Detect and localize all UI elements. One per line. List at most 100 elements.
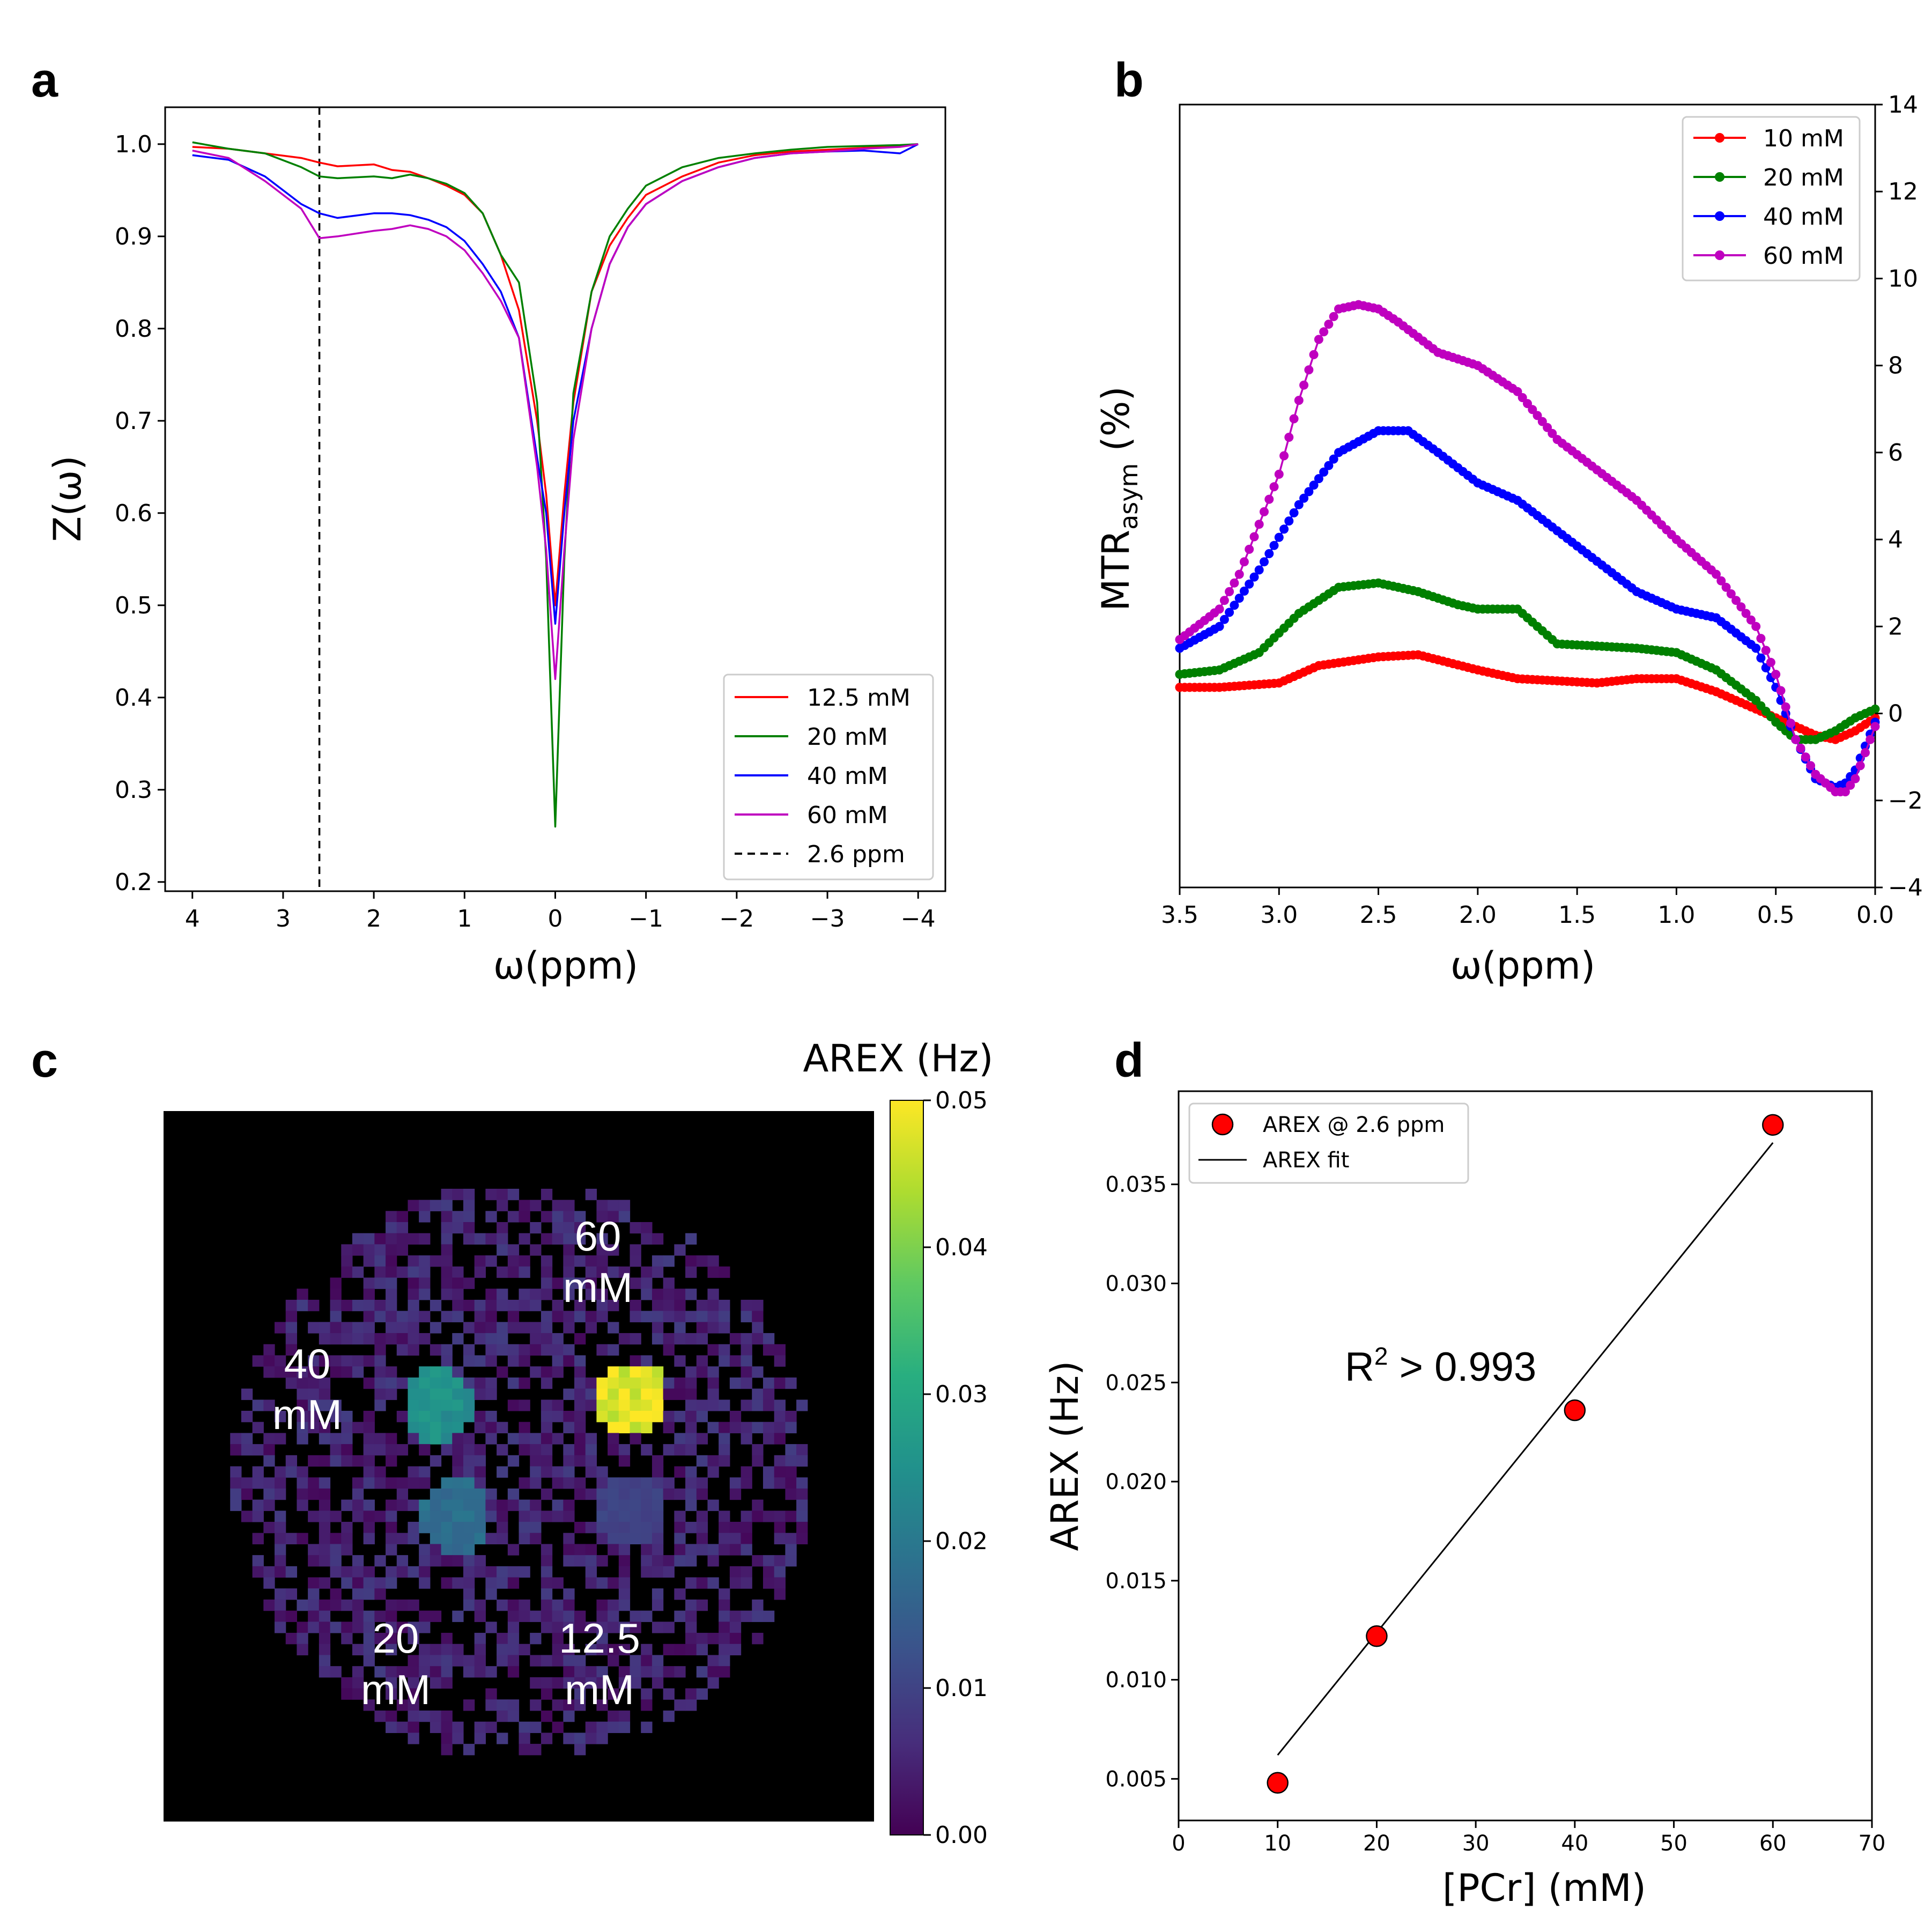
arex-map-pixel bbox=[596, 1677, 608, 1689]
arex-map-pixel bbox=[752, 1366, 764, 1378]
arex-map-pixel bbox=[507, 1433, 520, 1445]
arex-map-pixel bbox=[408, 1522, 419, 1534]
arex-map-pixel bbox=[330, 1511, 342, 1522]
panel-b-series-marker bbox=[1850, 774, 1860, 783]
arex-map-pixel bbox=[419, 1644, 431, 1656]
arex-map-pixel bbox=[408, 1655, 419, 1667]
arex-map-pixel bbox=[719, 1322, 730, 1334]
arex-map-pixel bbox=[641, 1311, 653, 1322]
arex-map-pixel bbox=[641, 1488, 653, 1500]
arex-map-pixel bbox=[463, 1233, 475, 1245]
arex-map-pixel bbox=[441, 1733, 453, 1744]
arex-map-pixel bbox=[707, 1366, 719, 1378]
arex-map-pixel bbox=[652, 1455, 664, 1467]
arex-map-pixel bbox=[541, 1422, 553, 1433]
arex-map-pixel bbox=[507, 1710, 520, 1722]
arex-map-pixel bbox=[485, 1488, 497, 1500]
arex-map-pixel bbox=[252, 1400, 264, 1411]
arex-map-pixel bbox=[685, 1555, 697, 1567]
arex-map-pixel bbox=[263, 1444, 275, 1456]
arex-map-pixel bbox=[574, 1610, 586, 1622]
arex-map-pixel bbox=[541, 1566, 553, 1578]
arex-map-pixel bbox=[408, 1200, 419, 1211]
arex-map-pixel bbox=[641, 1477, 653, 1489]
legend-a-label-60: 60 mM bbox=[807, 802, 888, 829]
arex-map-pixel bbox=[674, 1644, 686, 1656]
arex-map-pixel bbox=[352, 1488, 364, 1500]
arex-map-pixel bbox=[497, 1599, 508, 1611]
arex-map-pixel bbox=[507, 1344, 520, 1356]
arex-map-pixel bbox=[574, 1544, 586, 1556]
arex-map-pixel bbox=[608, 1400, 619, 1411]
arex-map-pixel bbox=[774, 1555, 786, 1567]
arex-map-pixel bbox=[430, 1522, 442, 1534]
arex-map-pixel bbox=[363, 1577, 375, 1589]
arex-map-pixel bbox=[485, 1588, 497, 1600]
arex-map-pixel bbox=[363, 1433, 375, 1445]
arex-map-pixel bbox=[552, 1277, 564, 1289]
arex-map-pixel bbox=[419, 1200, 431, 1211]
panel-b-series-marker bbox=[1279, 524, 1289, 534]
arex-map-pixel bbox=[352, 1366, 364, 1378]
arex-map-pixel bbox=[430, 1344, 442, 1356]
arex-map-pixel bbox=[563, 1322, 575, 1334]
arex-map-pixel bbox=[741, 1522, 752, 1534]
arex-map-pixel bbox=[319, 1544, 331, 1556]
arex-map-pixel bbox=[696, 1322, 708, 1334]
arex-map-pixel bbox=[419, 1466, 431, 1478]
roi-label-40-value: 40 bbox=[284, 1340, 331, 1387]
arex-map-pixel bbox=[430, 1455, 442, 1467]
arex-map-pixel bbox=[563, 1511, 575, 1522]
arex-map-pixel bbox=[574, 1422, 586, 1433]
arex-map-pixel bbox=[408, 1688, 419, 1700]
arex-map-pixel bbox=[574, 1688, 586, 1700]
arex-map-pixel bbox=[674, 1289, 686, 1300]
arex-map-pixel bbox=[752, 1610, 764, 1622]
arex-map-pixel bbox=[741, 1333, 752, 1345]
panel-d-arex-fit: 0 10 20 30 40 50 60 70 0.005 0.010 0.015 0.020 0.025… bbox=[1043, 1090, 1885, 1910]
arex-map-pixel bbox=[774, 1433, 786, 1445]
arex-map-pixel bbox=[541, 1488, 553, 1500]
arex-map-pixel bbox=[774, 1577, 786, 1589]
arex-map-pixel bbox=[297, 1377, 308, 1389]
legend-a-label-12-5: 12.5 mM bbox=[807, 684, 911, 712]
arex-map-pixel bbox=[608, 1211, 619, 1223]
arex-map-pixel bbox=[452, 1333, 464, 1345]
arex-map-pixel bbox=[774, 1400, 786, 1411]
legend-b-swatch-20 bbox=[1715, 172, 1724, 182]
arex-map-pixel bbox=[386, 1666, 397, 1678]
arex-map-pixel bbox=[485, 1355, 497, 1367]
arex-map-pixel bbox=[641, 1688, 653, 1700]
arex-map-pixel bbox=[541, 1655, 553, 1667]
arex-map-pixel bbox=[452, 1477, 464, 1489]
arex-map-pixel bbox=[530, 1522, 542, 1534]
arex-map-pixel bbox=[308, 1588, 320, 1600]
arex-map-pixel bbox=[663, 1410, 675, 1423]
panel-b-series-marker bbox=[1269, 482, 1279, 492]
arex-map-pixel bbox=[352, 1455, 364, 1467]
arex-map-pixel bbox=[363, 1277, 375, 1289]
arex-map-pixel bbox=[386, 1244, 397, 1256]
arex-map-pixel bbox=[674, 1377, 686, 1389]
arex-map-pixel bbox=[396, 1444, 409, 1456]
panel-b-xtick-label: 0.5 bbox=[1757, 901, 1795, 929]
arex-map-pixel bbox=[308, 1455, 320, 1467]
arex-map-pixel bbox=[741, 1433, 752, 1445]
panel-b-series-marker bbox=[1309, 480, 1319, 490]
arex-map-pixel bbox=[618, 1488, 631, 1500]
arex-map-pixel bbox=[507, 1666, 520, 1678]
panel-b-series-marker bbox=[1796, 743, 1805, 753]
arex-map-pixel bbox=[352, 1566, 364, 1578]
arex-map-pixel bbox=[463, 1188, 475, 1201]
arex-map-pixel bbox=[719, 1444, 730, 1456]
panel-d-data-point bbox=[1366, 1625, 1388, 1647]
arex-map-pixel bbox=[507, 1599, 520, 1611]
arex-map-pixel bbox=[363, 1410, 375, 1423]
arex-map-pixel bbox=[707, 1299, 719, 1312]
arex-map-pixel bbox=[608, 1522, 619, 1534]
arex-map-pixel bbox=[441, 1511, 453, 1522]
arex-map-pixel bbox=[275, 1466, 286, 1478]
arex-map-pixel bbox=[452, 1444, 464, 1456]
arex-map-pixel bbox=[641, 1355, 653, 1367]
arex-map-pixel bbox=[574, 1355, 586, 1367]
